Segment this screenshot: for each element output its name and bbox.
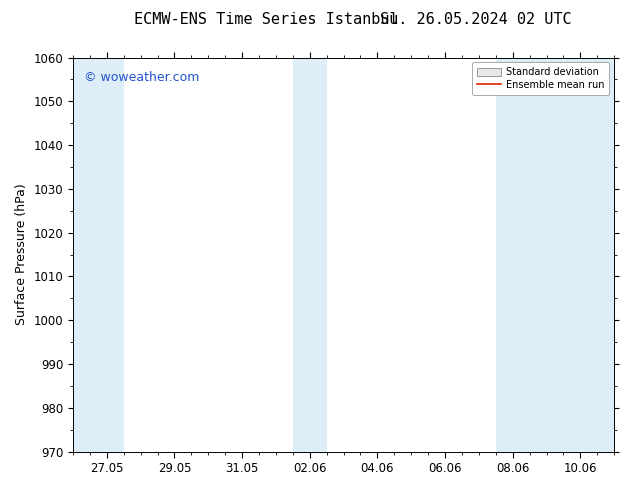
Text: Su. 26.05.2024 02 UTC: Su. 26.05.2024 02 UTC <box>380 12 571 27</box>
Bar <box>496 58 614 452</box>
Legend: Standard deviation, Ensemble mean run: Standard deviation, Ensemble mean run <box>472 62 609 95</box>
Text: © woweather.com: © woweather.com <box>84 72 199 84</box>
Bar <box>73 58 124 452</box>
Bar <box>293 58 327 452</box>
Text: ECMW-ENS Time Series Istanbul: ECMW-ENS Time Series Istanbul <box>134 12 399 27</box>
Y-axis label: Surface Pressure (hPa): Surface Pressure (hPa) <box>15 184 28 325</box>
